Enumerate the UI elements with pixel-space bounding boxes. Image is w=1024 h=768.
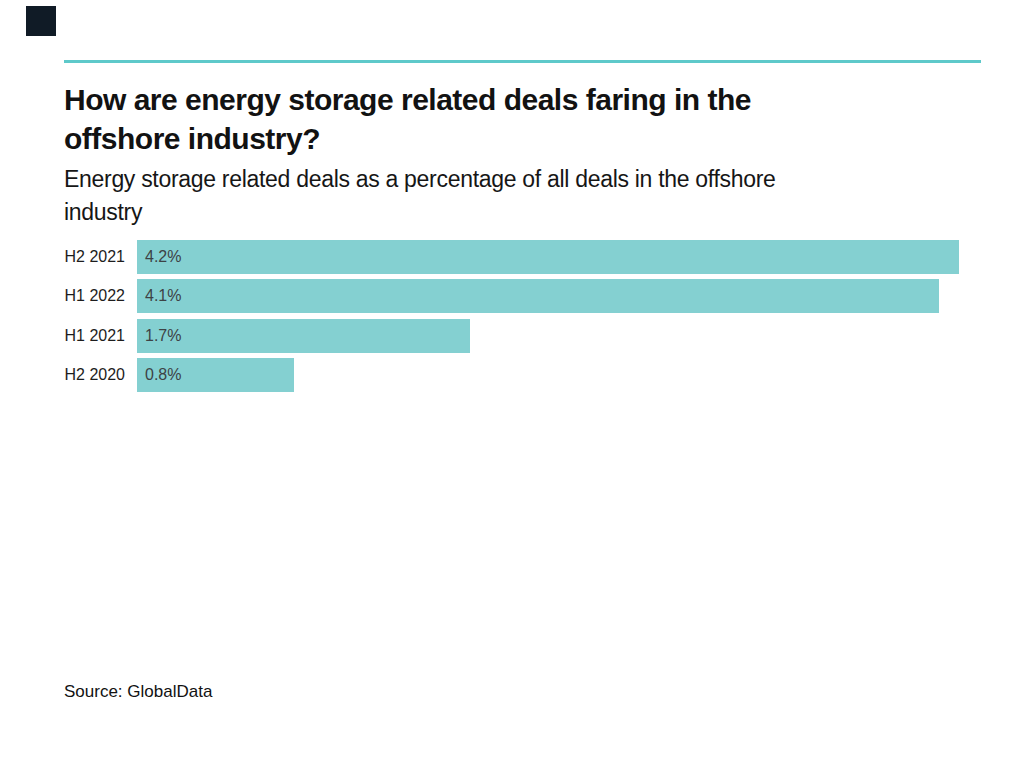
page-title-line-2: offshore industry? <box>64 119 751 158</box>
value-label: 1.7% <box>137 327 181 345</box>
category-label: H2 2020 <box>64 366 125 384</box>
bar: 1.7% <box>137 319 470 353</box>
chart-subtitle: Energy storage related deals as a percen… <box>64 163 776 229</box>
bar: 0.8% <box>137 358 294 392</box>
value-label: 0.8% <box>137 366 181 384</box>
bar-row: H2 2021 4.2% <box>64 240 981 274</box>
bar: 4.2% <box>137 240 959 274</box>
bar-chart: H2 2021 4.2% H1 2022 4.1% H1 2021 1.7% H2 2020… <box>64 240 981 398</box>
brand-logo-square <box>26 6 56 36</box>
category-label: H2 2021 <box>64 248 125 266</box>
category-label: H1 2021 <box>64 327 125 345</box>
page-title-line-1: How are energy storage related deals far… <box>64 80 751 119</box>
bar-row: H2 2020 0.8% <box>64 358 981 392</box>
bar: 4.1% <box>137 279 939 313</box>
chart-subtitle-line-2: industry <box>64 196 776 229</box>
bar-row: H1 2022 4.1% <box>64 279 981 313</box>
value-label: 4.1% <box>137 287 181 305</box>
bar-row: H1 2021 1.7% <box>64 319 981 353</box>
category-label: H1 2022 <box>64 287 125 305</box>
chart-subtitle-line-1: Energy storage related deals as a percen… <box>64 163 776 196</box>
accent-divider-rule <box>64 60 981 63</box>
value-label: 4.2% <box>137 248 181 266</box>
source-attribution: Source: GlobalData <box>64 682 212 702</box>
page-title: How are energy storage related deals far… <box>64 80 751 158</box>
